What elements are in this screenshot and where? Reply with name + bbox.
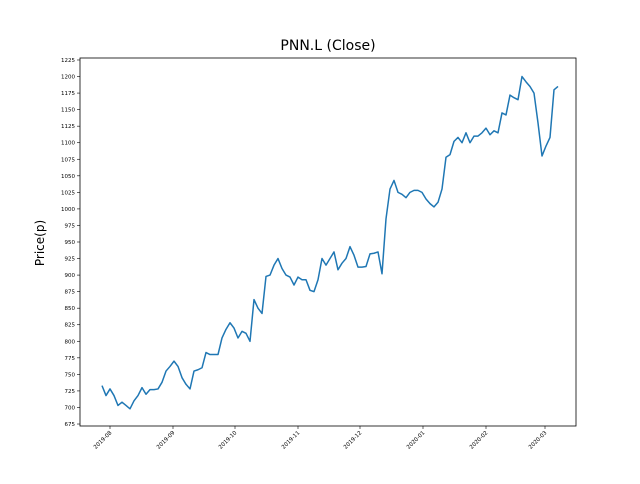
y-tick-label: 875 — [65, 290, 76, 296]
y-tick-label: 800 — [65, 339, 76, 345]
y-tick-label: 1175 — [61, 91, 75, 97]
y-tick-label: 1100 — [61, 141, 75, 147]
y-tick-label: 1025 — [61, 190, 75, 196]
y-tick-label: 750 — [65, 372, 76, 378]
y-tick-label: 850 — [65, 306, 76, 312]
y-tick-label: 925 — [65, 257, 76, 263]
y-axis-label: Price(p) — [33, 220, 47, 266]
y-tick-label: 675 — [65, 422, 76, 428]
chart-title: PNN.L (Close) — [280, 38, 375, 54]
y-tick-label: 700 — [65, 405, 76, 411]
y-tick-label: 825 — [65, 323, 76, 329]
y-tick-label: 725 — [65, 389, 76, 395]
y-tick-label: 950 — [65, 240, 76, 246]
y-tick-label: 1225 — [61, 58, 75, 64]
y-tick-label: 1150 — [61, 108, 75, 114]
y-tick-label: 1125 — [61, 124, 75, 130]
y-tick-label: 1000 — [61, 207, 75, 213]
y-tick-label: 900 — [65, 273, 76, 279]
y-tick-label: 775 — [65, 356, 76, 362]
y-tick-label: 1200 — [61, 75, 75, 81]
price-line — [101, 75, 559, 410]
y-tick-label: 1075 — [61, 157, 75, 163]
y-tick-label: 975 — [65, 223, 76, 229]
y-tick-label: 1050 — [61, 174, 75, 180]
